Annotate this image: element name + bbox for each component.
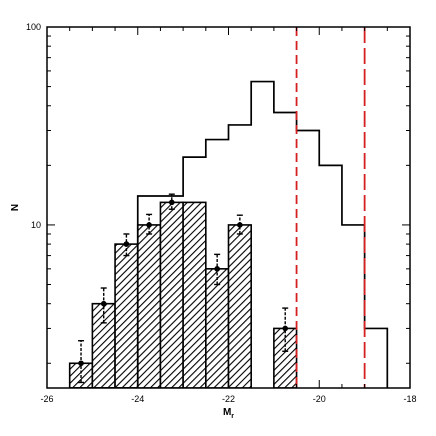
x-tick-label: -24 — [131, 394, 144, 404]
reference-lines-group — [295, 27, 366, 388]
hatched-bars-group — [68, 201, 298, 388]
data-point — [78, 360, 84, 367]
x-axis-label: Mr — [223, 407, 234, 420]
x-tick-label: -18 — [403, 394, 416, 404]
axis-ticks-group: -26 -24 -22 -20 -18 10 100 — [26, 22, 417, 404]
data-point — [282, 325, 289, 332]
error-bars-group — [78, 193, 289, 384]
hatched-bar — [114, 243, 139, 388]
hatched-bar — [159, 201, 184, 388]
data-point — [214, 266, 220, 272]
x-tick-label: -20 — [313, 394, 326, 404]
outline-histogram-line — [69, 80, 389, 388]
hatched-bar — [205, 268, 230, 388]
hatched-bar — [136, 224, 162, 388]
axis-labels-group: Mr N — [10, 204, 234, 420]
hatched-bar — [182, 201, 207, 388]
y-tick-label: 100 — [26, 22, 41, 32]
x-axis-label-subscript: r — [231, 413, 234, 420]
y-axis-label: N — [10, 204, 21, 211]
data-point — [237, 222, 243, 228]
outline-histogram-group — [69, 80, 389, 388]
x-tick-label: -22 — [222, 394, 235, 404]
data-point — [168, 199, 175, 206]
data-points-group — [78, 199, 289, 367]
data-point — [146, 222, 152, 228]
x-tick-label: -26 — [40, 394, 53, 404]
y-tick-label: 10 — [31, 220, 41, 230]
data-point — [100, 300, 107, 307]
data-point — [123, 241, 130, 247]
hatched-bar — [227, 224, 252, 388]
